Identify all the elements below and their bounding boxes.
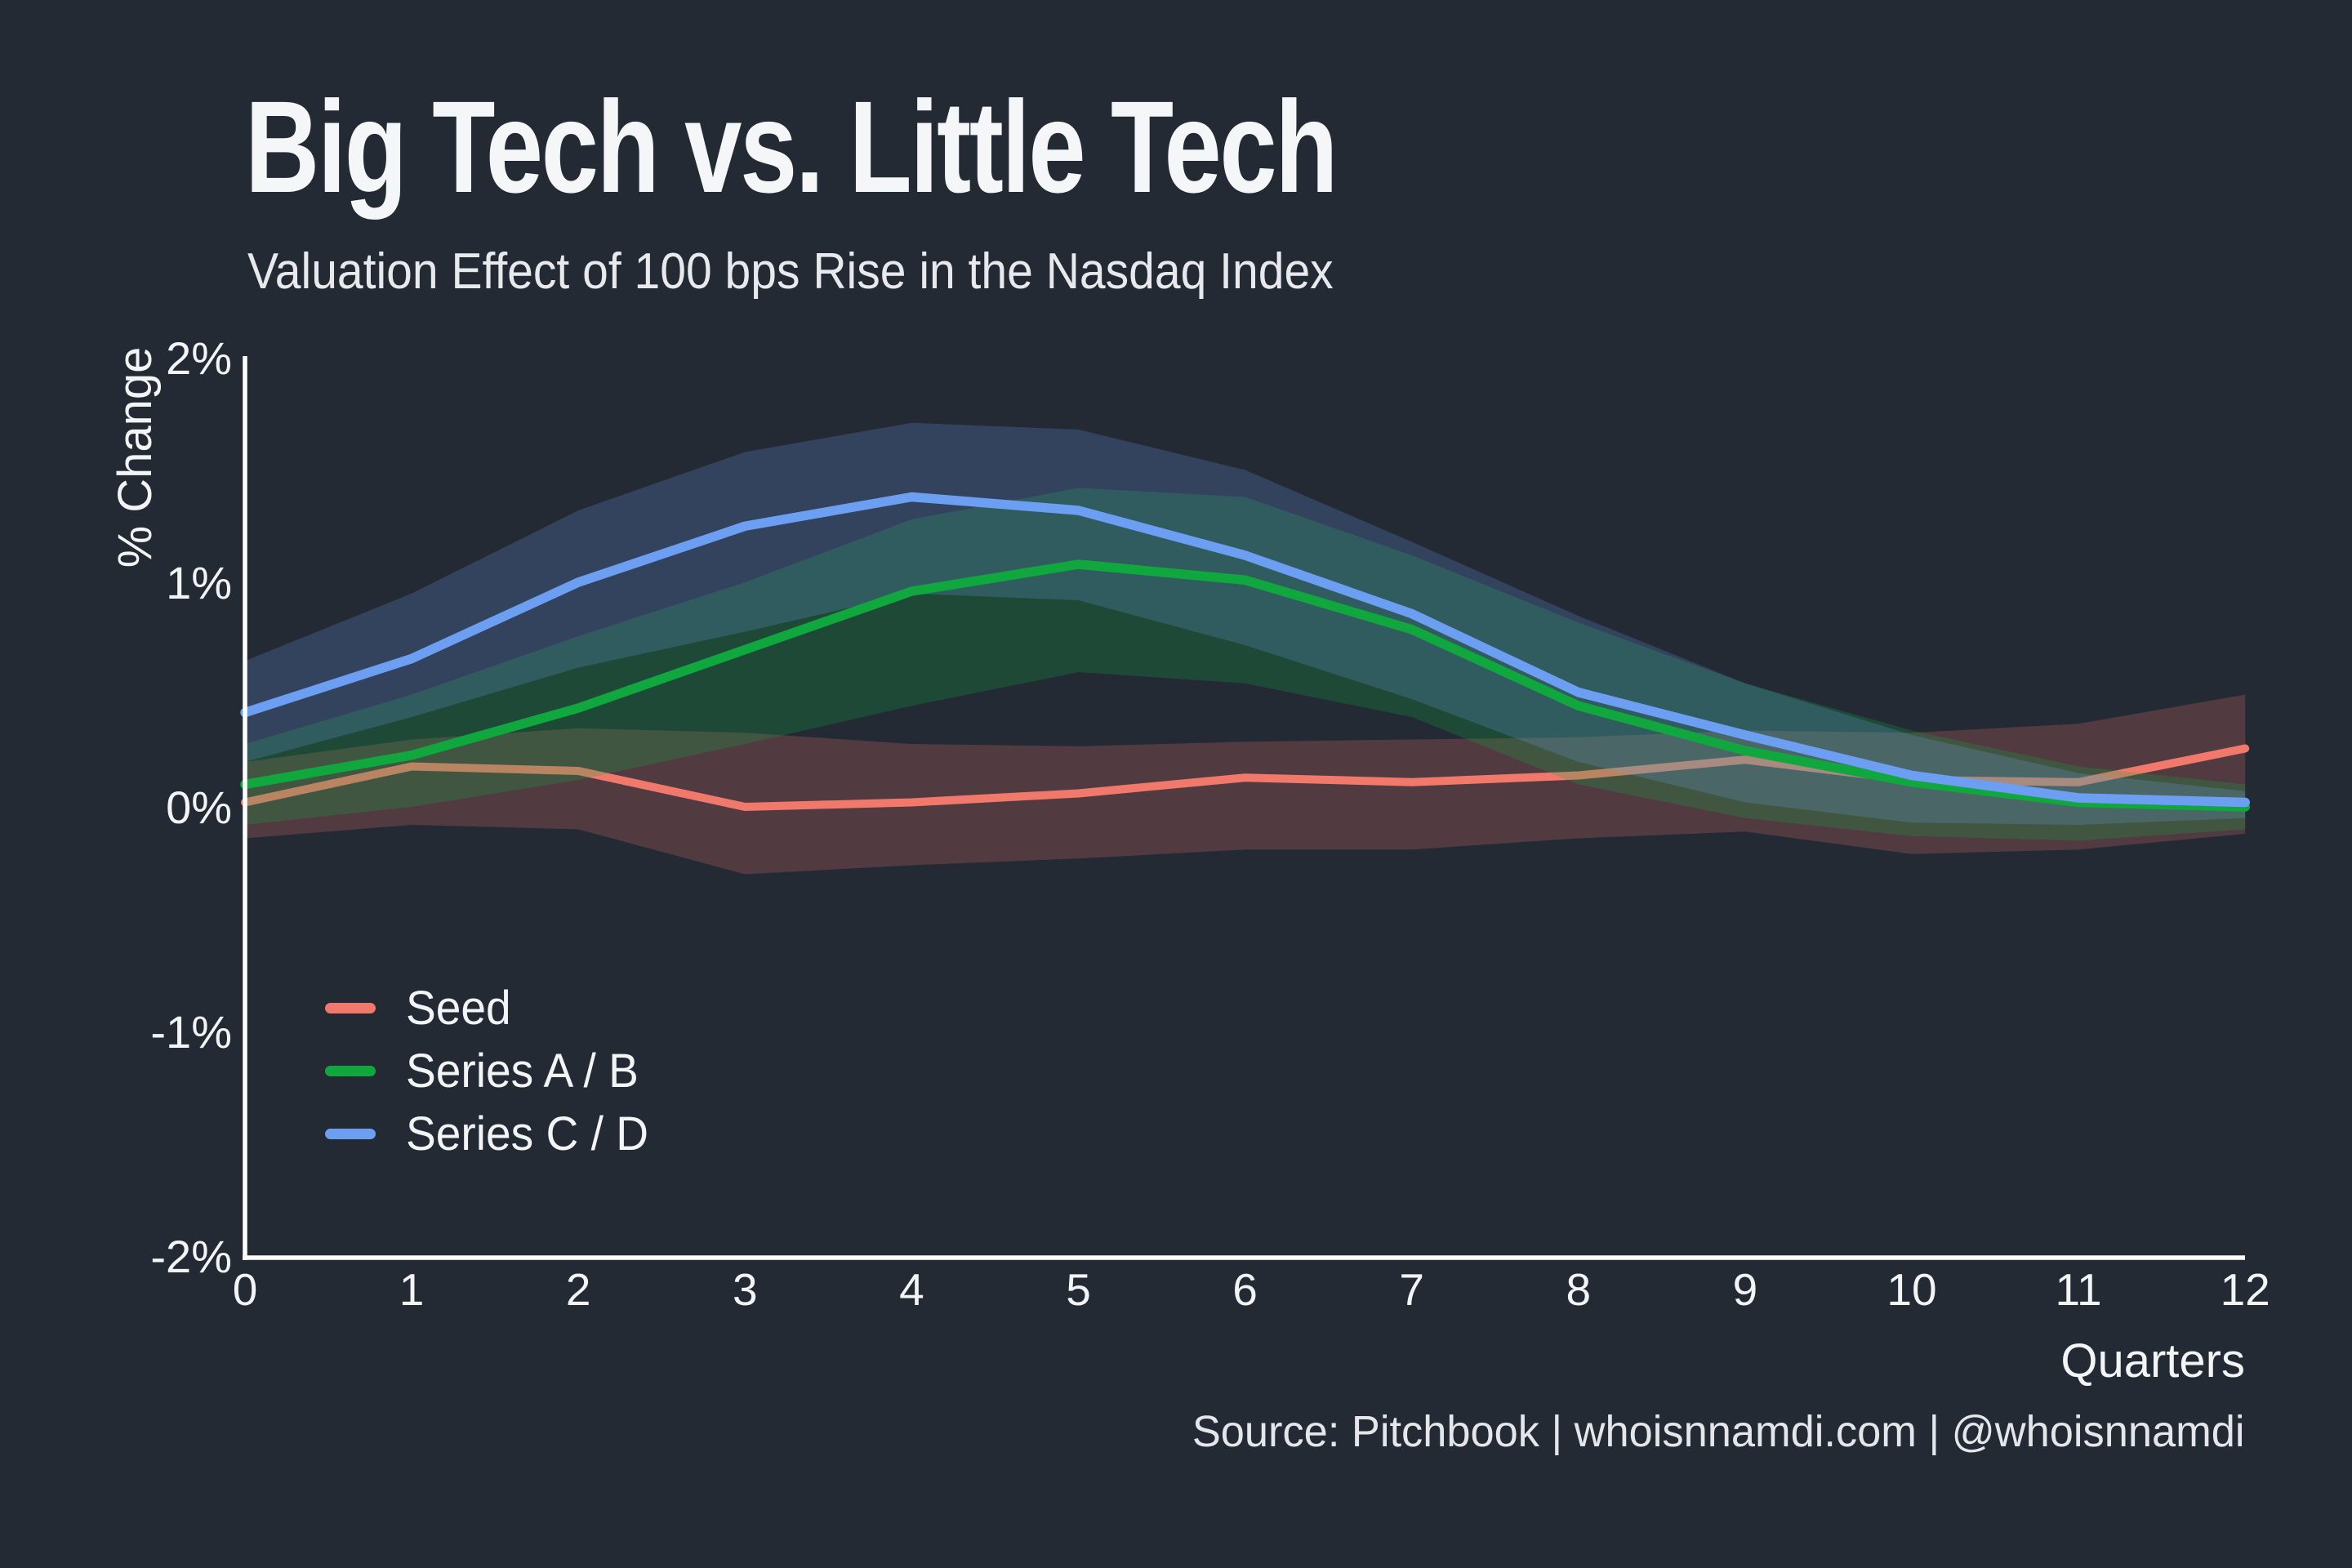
source-attribution: Source: Pitchbook | whoisnnamdi.com | @w…: [1192, 1407, 2244, 1456]
legend-label: Seed: [406, 982, 511, 1035]
x-tick-label: 4: [899, 1264, 924, 1315]
y-tick-label: 1%: [166, 557, 232, 608]
x-tick-label: 11: [2056, 1264, 2102, 1315]
y-tick-label: -1%: [150, 1006, 232, 1058]
series-line-series-a-b: [240, 559, 2250, 812]
x-tick-label: 5: [1066, 1264, 1091, 1315]
legend-item-series-ab: Series A / B: [325, 1040, 662, 1102]
chart-subtitle: Valuation Effect of 100 bps Rise in the …: [247, 243, 1334, 300]
seed-swatch-icon: [325, 1003, 376, 1013]
x-tick-label: 8: [1566, 1264, 1592, 1315]
x-tick-label: 2: [566, 1264, 591, 1315]
legend-item-seed: Seed: [325, 977, 662, 1040]
chart-legend: Seed Series A / B Series C / D: [325, 977, 662, 1165]
legend-item-series-cd: Series C / D: [325, 1102, 662, 1165]
y-axis-title: % Change: [109, 347, 162, 568]
x-tick-label: 1: [399, 1264, 425, 1315]
x-tick-label: 6: [1232, 1264, 1258, 1315]
x-tick-label: 12: [2221, 1264, 2270, 1315]
y-tick-label: -2%: [150, 1231, 232, 1282]
chart-title: Big Tech vs. Little Tech: [245, 74, 1338, 220]
y-tick-label: 2%: [166, 332, 232, 384]
y-tick-label: 0%: [166, 782, 232, 833]
x-tick-label: 0: [233, 1264, 258, 1315]
x-tick-label: 3: [733, 1264, 758, 1315]
x-axis-title: Quarters: [2060, 1334, 2245, 1388]
series-ab-swatch-icon: [325, 1066, 376, 1076]
legend-label: Series C / D: [406, 1107, 649, 1160]
x-tick-label: 7: [1399, 1264, 1424, 1315]
series-cd-swatch-icon: [325, 1129, 376, 1139]
series-line-series-c-d: [240, 492, 2250, 808]
x-tick-label: 10: [1886, 1264, 1936, 1315]
legend-label: Series A / B: [406, 1045, 639, 1098]
x-tick-label: 9: [1733, 1264, 1758, 1315]
